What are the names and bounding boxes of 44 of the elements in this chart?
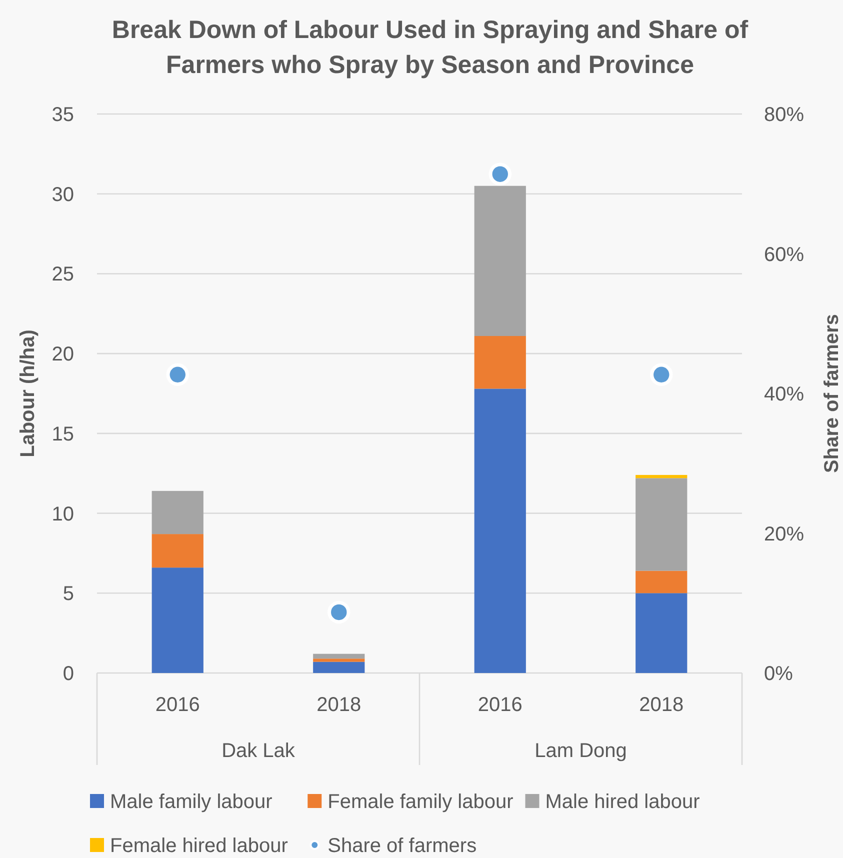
x-tick-label: 2018	[316, 694, 362, 716]
bar	[152, 568, 204, 673]
bar	[636, 478, 688, 571]
point	[328, 600, 350, 624]
y-tick-label: 15	[52, 423, 74, 446]
bar	[152, 534, 204, 568]
y2-tick-label: 20%	[764, 523, 804, 546]
x-tick-label: 2018	[639, 694, 684, 716]
text: Lam Dong	[534, 740, 627, 762]
y-tick-label: 25	[52, 264, 74, 286]
y2-tick-label: 0%	[764, 663, 794, 685]
point	[488, 162, 512, 186]
bar	[474, 388, 526, 673]
bar	[313, 654, 365, 659]
y2-tick-label: 80%	[764, 104, 804, 126]
bar	[636, 593, 688, 673]
y-tick-label: 0	[62, 663, 74, 685]
x-tick-label: 2016	[155, 694, 200, 716]
y-tick-label: 5	[62, 583, 74, 606]
point	[650, 363, 673, 386]
y-tick-label: 20	[52, 344, 74, 366]
y2-tick-label: 60%	[764, 244, 804, 266]
y-tick-label: 30	[52, 184, 74, 206]
x-tick-label: 2016	[478, 694, 522, 716]
bar	[313, 658, 365, 662]
bar	[152, 490, 204, 534]
bar	[636, 474, 688, 478]
y-tick-label: 35	[52, 104, 74, 126]
legend-label: Male hired labour	[545, 791, 700, 813]
legend-label: Female family labour	[328, 791, 514, 813]
bar	[474, 186, 526, 336]
y2-tick-label: 40%	[764, 384, 804, 406]
point	[166, 363, 189, 386]
legend-label: Female hired labour	[110, 835, 288, 857]
bar	[636, 570, 688, 594]
chart-title: Break Down of Labour Used in Spraying and Share of Farmers who Spray by Season and Province	[112, 16, 749, 79]
legend-label: Male family labour	[110, 791, 273, 813]
y-tick-label: 10	[52, 503, 74, 526]
y-axis-title: Labour (h/ha)	[17, 330, 39, 458]
text: Dak Lak	[222, 740, 296, 762]
y2-axis-title: Share of farmers	[821, 314, 843, 473]
bar	[313, 662, 365, 673]
legend-label: Share of farmers	[328, 835, 477, 857]
bar	[474, 336, 526, 389]
